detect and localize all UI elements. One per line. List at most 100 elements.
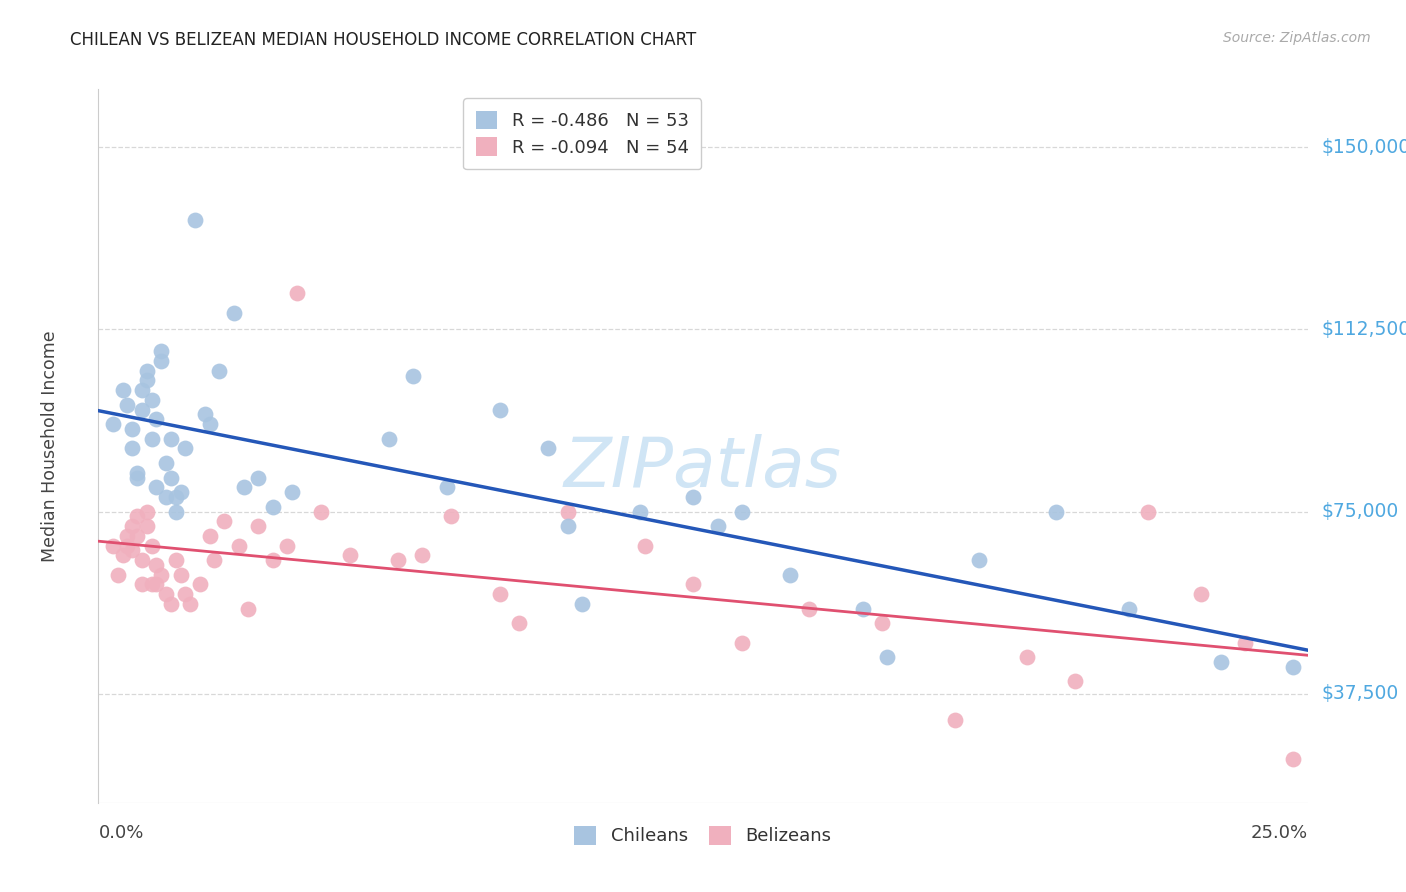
Text: $37,500: $37,500 <box>1322 684 1399 703</box>
Point <box>145 412 167 426</box>
Point <box>377 432 399 446</box>
Point <box>111 548 134 562</box>
Point <box>508 616 530 631</box>
Point <box>232 480 254 494</box>
Point <box>117 398 139 412</box>
Point <box>127 509 149 524</box>
Point <box>198 417 221 432</box>
Point <box>276 539 298 553</box>
Point <box>150 567 173 582</box>
Point <box>557 504 579 518</box>
Point <box>281 485 304 500</box>
Point <box>228 539 250 553</box>
Text: 25.0%: 25.0% <box>1250 824 1308 842</box>
Point <box>127 466 149 480</box>
Point <box>731 504 754 518</box>
Point <box>141 432 163 446</box>
Text: 0.0%: 0.0% <box>98 824 143 842</box>
Point <box>682 577 704 591</box>
Text: ZIPatlas: ZIPatlas <box>564 434 842 501</box>
Point <box>436 480 458 494</box>
Point <box>131 553 153 567</box>
Point <box>628 504 651 518</box>
Point <box>135 374 157 388</box>
Point <box>135 504 157 518</box>
Point <box>160 432 183 446</box>
Point <box>489 402 512 417</box>
Point <box>155 490 177 504</box>
Point <box>489 587 512 601</box>
Point <box>1064 674 1087 689</box>
Point <box>634 539 657 553</box>
Text: Source: ZipAtlas.com: Source: ZipAtlas.com <box>1223 31 1371 45</box>
Point <box>117 529 139 543</box>
Point <box>208 364 231 378</box>
Legend: Chileans, Belizeans: Chileans, Belizeans <box>565 817 841 855</box>
Text: $75,000: $75,000 <box>1322 502 1399 521</box>
Point <box>1189 587 1212 601</box>
Point <box>387 553 409 567</box>
Point <box>537 442 560 456</box>
Point <box>188 577 211 591</box>
Point <box>870 616 893 631</box>
Point <box>160 470 183 484</box>
Point <box>131 402 153 417</box>
Point <box>194 408 217 422</box>
Point <box>184 213 207 227</box>
Point <box>779 567 801 582</box>
Point <box>682 490 704 504</box>
Point <box>131 577 153 591</box>
Point <box>1209 655 1232 669</box>
Point <box>339 548 361 562</box>
Point <box>107 567 129 582</box>
Point <box>309 504 332 518</box>
Point <box>117 539 139 553</box>
Point <box>262 553 284 567</box>
Point <box>557 519 579 533</box>
Point <box>141 577 163 591</box>
Point <box>943 713 966 727</box>
Point <box>440 509 463 524</box>
Point <box>141 392 163 407</box>
Point <box>1118 601 1140 615</box>
Text: Median Household Income: Median Household Income <box>41 330 59 562</box>
Point <box>150 344 173 359</box>
Point <box>1282 660 1305 674</box>
Point <box>247 519 270 533</box>
Point <box>174 587 197 601</box>
Point <box>145 558 167 572</box>
Point <box>571 597 593 611</box>
Point <box>145 480 167 494</box>
Text: $112,500: $112,500 <box>1322 320 1406 339</box>
Point <box>1136 504 1159 518</box>
Point <box>155 587 177 601</box>
Point <box>198 529 221 543</box>
Point <box>101 417 124 432</box>
Point <box>238 601 260 615</box>
Point <box>967 553 990 567</box>
Point <box>121 442 143 456</box>
Point <box>101 539 124 553</box>
Point <box>121 519 143 533</box>
Point <box>131 383 153 397</box>
Point <box>731 635 754 649</box>
Text: CHILEAN VS BELIZEAN MEDIAN HOUSEHOLD INCOME CORRELATION CHART: CHILEAN VS BELIZEAN MEDIAN HOUSEHOLD INC… <box>70 31 696 49</box>
Text: $150,000: $150,000 <box>1322 138 1406 157</box>
Point <box>121 543 143 558</box>
Point <box>706 519 728 533</box>
Point <box>165 553 187 567</box>
Point <box>111 383 134 397</box>
Point <box>135 519 157 533</box>
Point <box>852 601 875 615</box>
Point <box>262 500 284 514</box>
Point <box>141 539 163 553</box>
Point <box>165 490 187 504</box>
Point <box>1045 504 1067 518</box>
Point <box>150 354 173 368</box>
Point <box>247 470 270 484</box>
Point <box>1282 752 1305 766</box>
Point <box>145 577 167 591</box>
Point <box>169 567 191 582</box>
Point <box>1015 650 1038 665</box>
Point <box>204 553 226 567</box>
